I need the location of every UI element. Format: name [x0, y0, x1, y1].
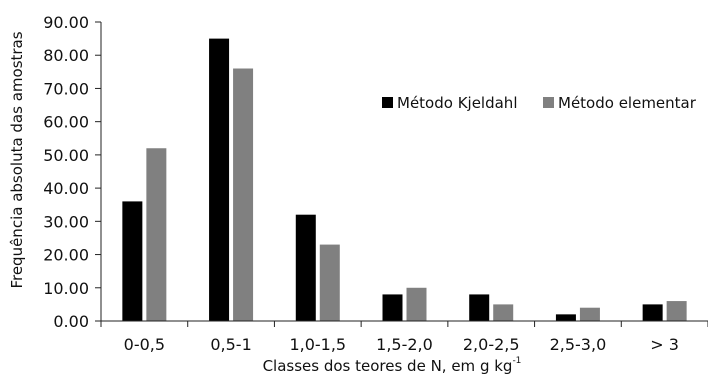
x-tick-label: 0,5-1 — [210, 335, 251, 354]
y-tick-label: 90.00 — [43, 13, 89, 32]
y-tick-label: 80.00 — [43, 46, 89, 65]
bar-kjeldahl — [295, 214, 316, 321]
bar-kjeldahl — [469, 294, 490, 321]
bars — [122, 38, 687, 321]
y-tick-label: 70.00 — [43, 79, 89, 98]
x-tick-label: 1,5-2,0 — [376, 335, 433, 354]
bar-elementar — [146, 148, 167, 321]
x-axis-title: Classes dos teores de N, em g kg-1 — [263, 356, 522, 375]
x-tick-label: 0-0,5 — [124, 335, 165, 354]
x-tick-label: 1,0-1,5 — [289, 335, 346, 354]
bar-kjeldahl — [555, 314, 576, 321]
bar-kjeldahl — [642, 304, 663, 321]
x-tick-label: 2,5-3,0 — [550, 335, 607, 354]
y-tick-label: 20.00 — [43, 246, 89, 265]
bar-kjeldahl — [122, 201, 143, 321]
legend-swatch-elementar — [543, 97, 554, 108]
bar-elementar — [233, 68, 254, 321]
legend-label-elementar: Método elementar — [558, 94, 697, 112]
y-tick-label: 50.00 — [43, 146, 89, 165]
x-tick-label: 2,0-2,5 — [463, 335, 520, 354]
x-axis-title-main: Classes dos teores de N, em g kg — [263, 357, 513, 375]
y-tick-label: 10.00 — [43, 279, 89, 298]
bar-elementar — [493, 304, 514, 321]
y-tick-label: 0.00 — [53, 312, 89, 331]
legend-label-kjeldahl: Método Kjeldahl — [397, 94, 517, 112]
legend-swatch-kjeldahl — [382, 97, 393, 108]
y-tick-label: 60.00 — [43, 113, 89, 132]
bar-kjeldahl — [209, 38, 230, 321]
y-tick-label: 40.00 — [43, 179, 89, 198]
bar-elementar — [319, 244, 340, 321]
y-axis-ticks: 0.00 10.00 20.00 30.00 40.00 50.00 60.00 70.00 8… — [43, 13, 101, 331]
bar-elementar — [406, 287, 427, 321]
y-axis-title: Frequência absoluta das amostras — [8, 31, 26, 288]
x-axis-title-superscript: -1 — [512, 356, 521, 366]
bar-elementar — [579, 307, 600, 321]
bar-kjeldahl — [382, 294, 403, 321]
bar-elementar — [666, 301, 687, 321]
x-axis-ticks: 0-0,5 0,5-1 1,0-1,5 1,5-2,0 2,0-2,5 2,5-3,0 > … — [100, 321, 708, 354]
legend: Método Kjeldahl Método elementar — [382, 94, 697, 112]
y-tick-label: 30.00 — [43, 212, 89, 231]
x-tick-label: > 3 — [650, 335, 679, 354]
